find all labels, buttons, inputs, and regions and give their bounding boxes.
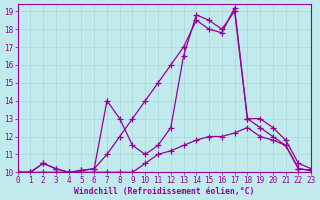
X-axis label: Windchill (Refroidissement éolien,°C): Windchill (Refroidissement éolien,°C)	[74, 187, 255, 196]
